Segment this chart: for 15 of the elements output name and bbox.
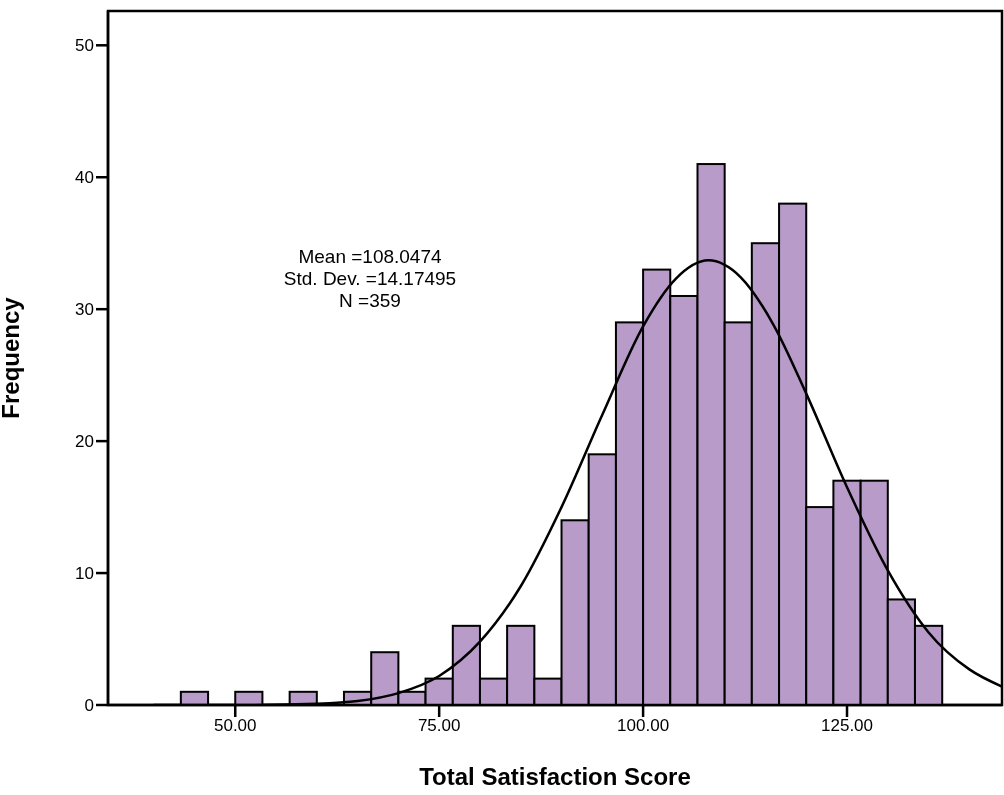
y-tick-label: 50 — [75, 36, 94, 56]
y-tick-label: 30 — [75, 300, 94, 320]
y-tick-label: 40 — [75, 168, 94, 188]
x-axis-title: Total Satisfaction Score — [419, 763, 691, 790]
x-tick-label: 100.00 — [617, 716, 670, 736]
x-tick-label: 50.00 — [213, 716, 257, 736]
y-tick-label: 0 — [84, 696, 94, 716]
annotation: N =359 — [338, 290, 402, 312]
annotation: Std. Dev. =14.17495 — [282, 268, 458, 290]
x-tick-label: 75.00 — [417, 716, 461, 736]
annotation: Mean =108.0474 — [297, 246, 443, 268]
x-tick-label: 125.00 — [821, 716, 874, 736]
y-tick-label: 20 — [75, 432, 94, 452]
y-tick-label: 10 — [75, 564, 94, 584]
y-axis-title: Frequency — [0, 296, 24, 419]
